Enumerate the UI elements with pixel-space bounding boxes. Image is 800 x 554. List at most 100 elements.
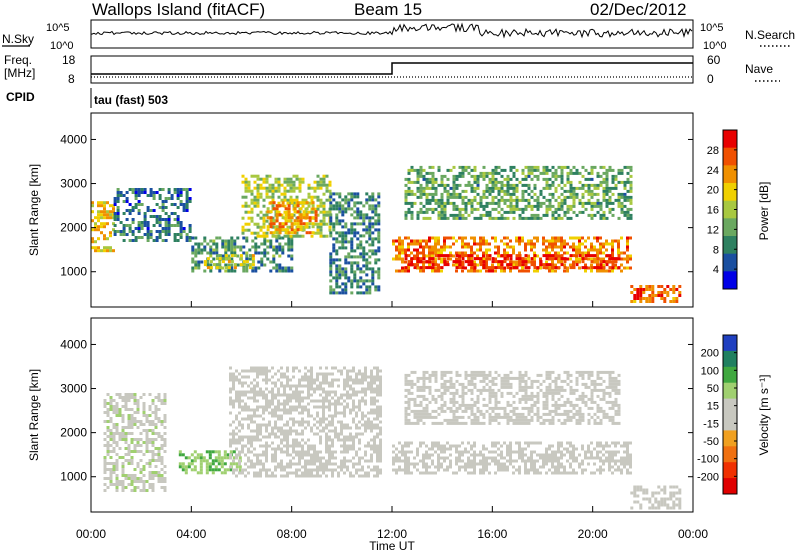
echo-cell — [269, 201, 273, 205]
echo-cell — [161, 188, 165, 191]
echo-cell — [281, 216, 285, 220]
echo-cell — [356, 216, 360, 220]
echo-cell — [404, 376, 408, 380]
echo-cell — [322, 420, 325, 424]
echo-cell — [485, 266, 489, 270]
echo-cell — [221, 242, 225, 246]
echo-cell — [593, 266, 597, 270]
echo-cell — [636, 297, 640, 300]
echo-cell — [337, 474, 340, 478]
echo-cell — [238, 381, 241, 385]
echo-cell — [626, 165, 630, 169]
echo-cell — [554, 450, 557, 454]
echo-cell — [452, 242, 455, 246]
echo-cell — [277, 408, 280, 412]
echo-cell — [349, 435, 352, 439]
echo-cell — [161, 203, 165, 206]
echo-cell — [675, 300, 679, 303]
echo-cell — [578, 239, 581, 243]
echo-cell — [280, 474, 283, 478]
echo-cell — [530, 450, 533, 454]
echo-cell — [376, 372, 379, 376]
echo-cell — [362, 204, 366, 208]
echo-cell — [548, 245, 551, 249]
echo-cell — [274, 381, 277, 385]
echo-cell — [614, 462, 617, 466]
echo-cell — [256, 375, 259, 379]
echo-cell — [319, 438, 322, 442]
echo-cell — [377, 267, 381, 271]
echo-cell — [170, 203, 174, 206]
echo-cell — [338, 234, 342, 238]
echo-cell — [265, 234, 269, 238]
echo-cell — [488, 216, 492, 220]
echo-cell — [146, 236, 150, 239]
echo-cell — [512, 183, 516, 187]
echo-cell — [452, 213, 456, 217]
echo-cell — [485, 263, 488, 267]
echo-cell — [452, 177, 456, 181]
echo-cell — [521, 195, 525, 199]
echo-cell — [364, 393, 367, 397]
echo-cell — [578, 242, 581, 246]
echo-cell — [467, 459, 470, 463]
echo-cell — [494, 236, 497, 240]
echo-cell — [161, 209, 165, 212]
echo-cell — [245, 266, 249, 270]
echo-cell — [611, 174, 615, 178]
echo-cell — [103, 471, 107, 474]
echo-cell — [488, 266, 492, 270]
echo-cell — [440, 444, 443, 448]
echo-cell — [271, 198, 275, 202]
echo-cell — [353, 195, 357, 199]
echo-cell — [379, 405, 382, 409]
echo-cell — [629, 183, 633, 187]
echo-cell — [340, 423, 343, 427]
echo-cell — [581, 195, 585, 199]
echo-cell — [425, 180, 429, 184]
echo-cell — [199, 453, 203, 457]
echo-cell — [434, 207, 438, 211]
echo-cell — [608, 465, 611, 469]
echo-cell — [154, 453, 158, 456]
echo-cell — [344, 276, 348, 280]
echo-cell — [233, 248, 237, 252]
echo-cell — [340, 396, 343, 400]
echo-cell — [281, 228, 285, 232]
echo-cell — [608, 186, 612, 190]
echo-cell — [316, 195, 320, 199]
echo-cell — [581, 165, 585, 169]
echo-cell — [404, 251, 407, 255]
echo-cell — [305, 222, 309, 226]
echo-cell — [521, 192, 525, 196]
echo-cell — [194, 236, 198, 240]
echo-cell — [121, 462, 125, 465]
echo-cell — [506, 266, 510, 270]
echo-cell — [488, 471, 491, 475]
echo-cell — [464, 204, 468, 208]
echo-cell — [155, 203, 159, 206]
echo-cell — [500, 465, 503, 469]
echo-cell — [578, 245, 581, 249]
echo-cell — [283, 465, 286, 469]
echo-cell — [545, 165, 549, 169]
echo-cell — [578, 198, 582, 202]
echo-cell — [325, 450, 328, 454]
echo-cell — [374, 210, 378, 214]
echo-cell — [328, 393, 331, 397]
echo-cell — [518, 257, 522, 261]
echo-cell — [482, 260, 486, 264]
echo-cell — [416, 468, 419, 472]
echo-cell — [437, 465, 440, 469]
echo-cell — [563, 239, 566, 243]
echo-cell — [443, 213, 447, 217]
echo-cell — [365, 228, 369, 232]
echo-cell — [416, 447, 419, 451]
echo-cell — [286, 375, 289, 379]
echo-cell — [467, 180, 471, 184]
echo-cell — [232, 384, 235, 388]
echo-cell — [428, 236, 431, 240]
echo-cell — [106, 468, 110, 471]
echo-cell — [247, 369, 250, 373]
echo-cell — [629, 266, 632, 270]
